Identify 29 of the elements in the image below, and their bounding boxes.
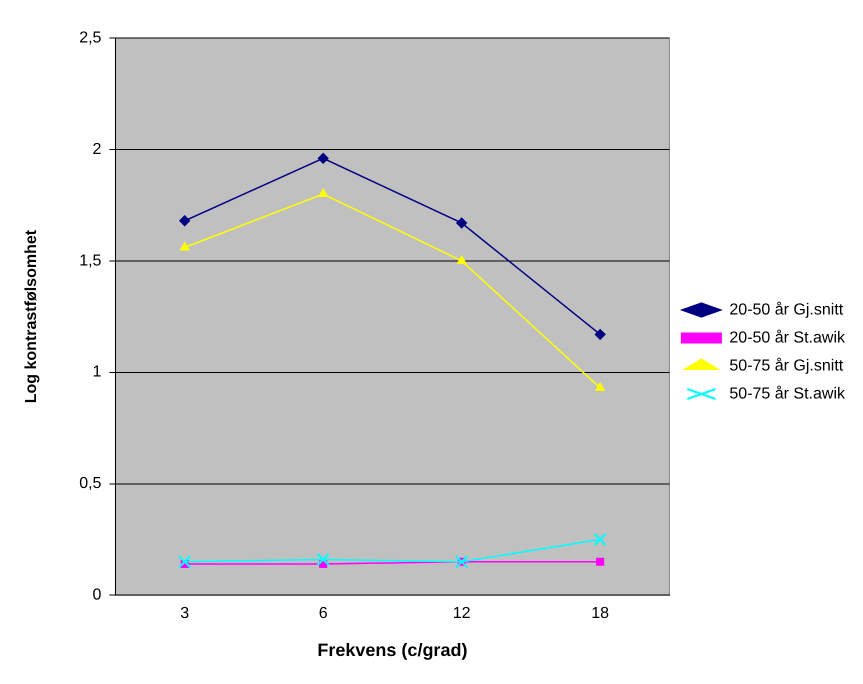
x-axis-title: Frekvens (c/grad) xyxy=(317,640,468,660)
point xyxy=(180,242,190,251)
y-tick-label: 1,5 xyxy=(79,252,102,270)
point xyxy=(596,558,604,566)
y-tick-label: 1 xyxy=(92,364,102,381)
legend-label: 20-50 år St.awik xyxy=(729,329,846,346)
point xyxy=(316,552,330,566)
point xyxy=(455,555,468,568)
point xyxy=(318,188,328,198)
y-tick-label: 0 xyxy=(92,586,102,604)
legend-label: 20-50 år Gj.snitt xyxy=(729,301,844,318)
x-tick-label: 6 xyxy=(318,605,328,622)
x-tick-label: 3 xyxy=(180,605,190,622)
y-tick-label: 2 xyxy=(92,140,102,158)
y-tick-label: 2,5 xyxy=(79,29,102,46)
legend-label: 50-75 år St.awik xyxy=(729,385,846,402)
point xyxy=(595,382,605,391)
y-tick-label: 0,5 xyxy=(79,475,102,492)
point xyxy=(178,555,192,568)
x-tick-label: 12 xyxy=(452,605,471,622)
point xyxy=(456,217,468,228)
point xyxy=(593,532,607,546)
point xyxy=(179,215,190,226)
point xyxy=(594,328,606,340)
y-axis-title: Log kontrastfølsomhet xyxy=(23,229,40,404)
legend-label: 50-75 år Gj.snitt xyxy=(729,357,844,374)
point xyxy=(318,152,329,164)
x-tick-label: 18 xyxy=(591,605,610,622)
point xyxy=(456,255,466,264)
